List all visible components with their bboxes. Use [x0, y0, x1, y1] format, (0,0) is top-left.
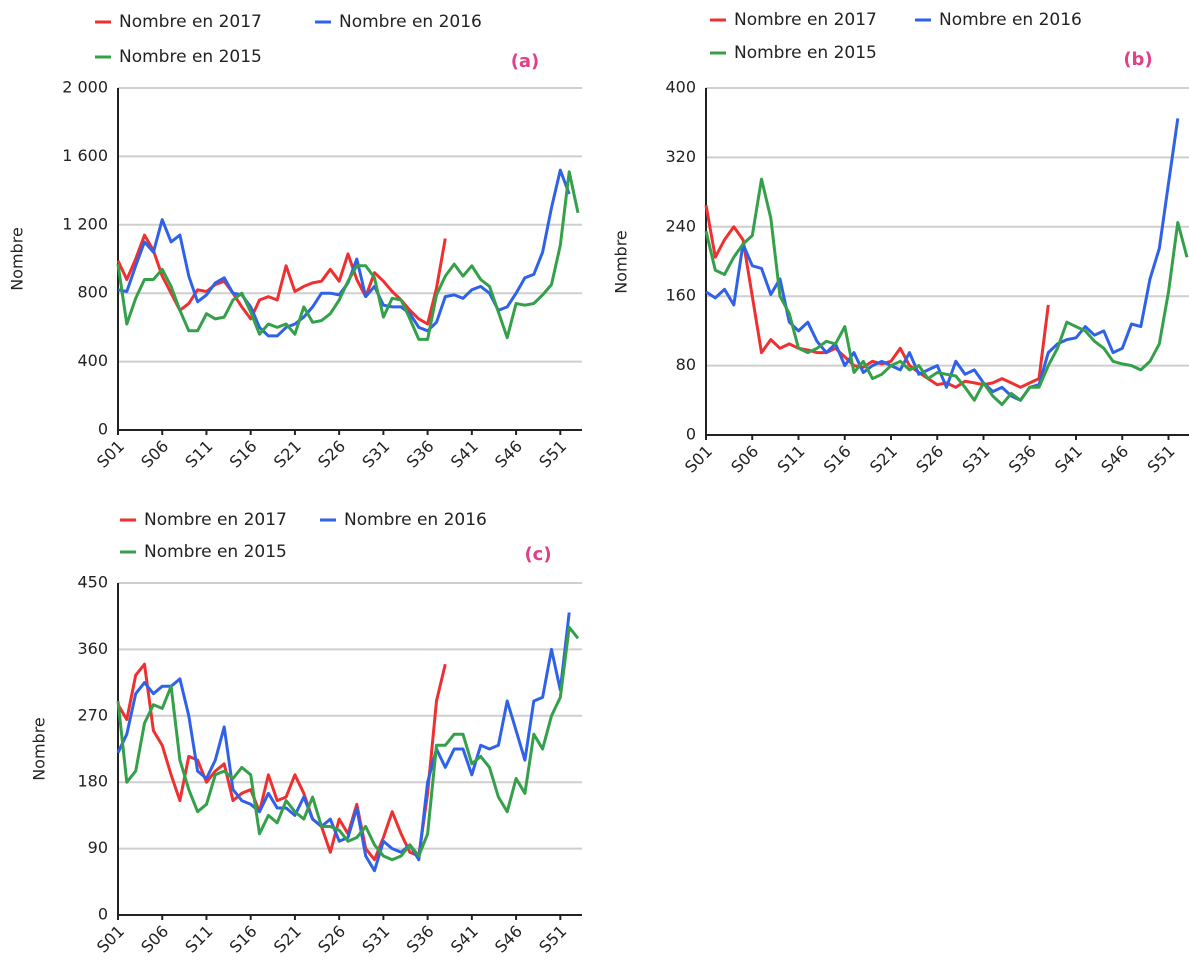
- series-line: [116, 662, 447, 862]
- x-tick-label: S31: [358, 437, 393, 472]
- x-tick-label: S21: [866, 442, 901, 477]
- x-tick-label: S26: [314, 437, 349, 472]
- series-line: [116, 625, 580, 862]
- y-tick-label: 1 600: [62, 146, 108, 165]
- x-tick-label: S41: [447, 922, 482, 957]
- x-tick-label: S26: [912, 442, 947, 477]
- x-tick-label: S41: [447, 437, 482, 472]
- y-tick-label: 240: [665, 216, 696, 235]
- x-tick-label: S36: [403, 437, 438, 472]
- x-tick-label: S06: [727, 442, 762, 477]
- legend-label: Nombre en 2017: [734, 10, 877, 30]
- y-tick-label: 450: [77, 573, 108, 592]
- x-tick-label: S26: [314, 922, 349, 957]
- y-tick-label: 320: [665, 147, 696, 166]
- legend-label: Nombre en 2017: [119, 12, 262, 32]
- series-line: [116, 170, 580, 341]
- series-line: [117, 168, 571, 338]
- x-tick-label: S11: [181, 922, 216, 957]
- series-line: [116, 233, 447, 326]
- x-tick-label: S21: [270, 922, 305, 957]
- x-tick-label: S36: [403, 922, 438, 957]
- x-tick-label: S46: [491, 922, 526, 957]
- x-tick-label: S16: [226, 922, 261, 957]
- legend-label: Nombre en 2016: [939, 10, 1082, 30]
- x-tick-label: S21: [270, 437, 305, 472]
- x-tick-label: S31: [358, 922, 393, 957]
- x-tick-label: S06: [137, 922, 172, 957]
- legend-label: Nombre en 2016: [339, 12, 482, 32]
- y-axis-title: Nombre: [30, 717, 49, 781]
- y-tick-label: 180: [77, 772, 108, 791]
- y-tick-label: 1 200: [62, 214, 108, 233]
- y-tick-label: 800: [77, 283, 108, 302]
- x-tick-label: S41: [1051, 442, 1086, 477]
- x-tick-label: S11: [181, 437, 216, 472]
- x-tick-label: S51: [535, 437, 570, 472]
- y-axis-title: Nombre: [612, 230, 631, 294]
- y-axis-title: Nombre: [8, 227, 27, 291]
- y-tick-label: 400: [77, 351, 108, 370]
- x-tick-label: S16: [820, 442, 855, 477]
- x-tick-label: S46: [491, 437, 526, 472]
- x-tick-label: S36: [1005, 442, 1040, 477]
- series-line: [705, 118, 1180, 402]
- x-tick-label: S01: [681, 442, 716, 477]
- y-tick-label: 360: [77, 639, 108, 658]
- panel-label: (c): [524, 544, 551, 565]
- y-tick-label: 0: [98, 420, 108, 439]
- x-tick-label: S11: [773, 442, 808, 477]
- panel-label: (a): [511, 51, 540, 72]
- x-tick-label: S06: [137, 437, 172, 472]
- y-tick-label: 0: [98, 905, 108, 924]
- legend-label: Nombre en 2015: [119, 47, 262, 67]
- x-tick-label: S01: [93, 922, 128, 957]
- legend-label: Nombre en 2015: [144, 542, 287, 562]
- x-tick-label: S51: [535, 922, 570, 957]
- x-tick-label: S51: [1143, 442, 1178, 477]
- y-tick-label: 90: [88, 838, 108, 857]
- y-tick-label: 400: [665, 78, 696, 97]
- series-line: [116, 612, 571, 873]
- y-tick-label: 80: [676, 355, 696, 374]
- x-tick-label: S01: [93, 437, 128, 472]
- legend-label: Nombre en 2017: [144, 510, 287, 530]
- y-tick-label: 2 000: [62, 78, 108, 97]
- legend-label: Nombre en 2016: [344, 510, 487, 530]
- x-tick-label: S16: [226, 437, 261, 472]
- x-tick-label: S31: [958, 442, 993, 477]
- legend-label: Nombre en 2015: [734, 43, 877, 63]
- series-line: [704, 177, 1189, 407]
- y-tick-label: 270: [77, 705, 108, 724]
- y-tick-label: 160: [665, 286, 696, 305]
- x-tick-label: S46: [1097, 442, 1132, 477]
- y-tick-label: 0: [686, 425, 696, 444]
- panel-label: (b): [1123, 49, 1152, 70]
